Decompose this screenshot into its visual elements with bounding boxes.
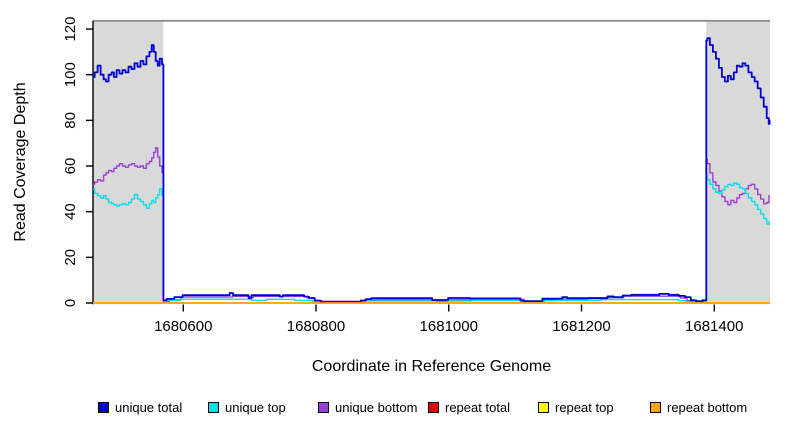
legend-swatch-icon — [650, 401, 661, 413]
legend-item-repeat-bottom: repeat bottom — [650, 398, 747, 416]
y-tick-label: 20 — [62, 249, 79, 266]
y-axis-title: Read Coverage Depth — [12, 82, 29, 241]
legend-item-unique-total: unique total — [98, 398, 182, 416]
shaded-repeat-region — [93, 20, 164, 305]
x-tick-label: 1681200 — [552, 318, 610, 335]
x-axis-title: Coordinate in Reference Genome — [311, 358, 552, 375]
y-tick-label: 80 — [62, 112, 79, 129]
legend-swatch-icon — [538, 401, 549, 413]
y-tick-label: 0 — [62, 299, 79, 307]
x-tick-label: 1680800 — [287, 318, 345, 335]
y-tick-label: 100 — [62, 62, 79, 87]
legend-item-unique-top: unique top — [208, 398, 286, 416]
legend-label: unique top — [225, 399, 286, 415]
x-tick-label: 1681000 — [420, 318, 478, 335]
shaded-repeat-region — [706, 20, 770, 305]
legend-swatch-icon — [428, 401, 439, 413]
series-unique-top — [93, 174, 770, 303]
x-tick-label: 1681400 — [685, 318, 743, 335]
legend-label: repeat total — [445, 399, 511, 415]
series-unique-bottom — [93, 147, 770, 303]
legend-item-repeat-total: repeat total — [428, 398, 510, 416]
legend-swatch-icon — [98, 401, 109, 413]
legend-label: unique total — [115, 399, 183, 415]
legend-label: unique bottom — [335, 399, 418, 415]
y-tick-label: 40 — [62, 203, 79, 220]
legend-item-repeat-top: repeat top — [538, 398, 614, 416]
legend-label: repeat bottom — [667, 399, 748, 415]
legend-swatch-icon — [208, 401, 219, 413]
series-unique-total — [93, 37, 771, 303]
legend: unique total unique top unique bottom repea… — [0, 398, 792, 420]
legend-item-unique-bottom: unique bottom — [318, 398, 417, 416]
x-tick-label: 1680600 — [154, 318, 212, 335]
y-tick-label: 120 — [62, 17, 79, 42]
legend-swatch-icon — [318, 401, 329, 413]
legend-label: repeat top — [555, 399, 614, 415]
y-tick-label: 60 — [62, 158, 79, 175]
